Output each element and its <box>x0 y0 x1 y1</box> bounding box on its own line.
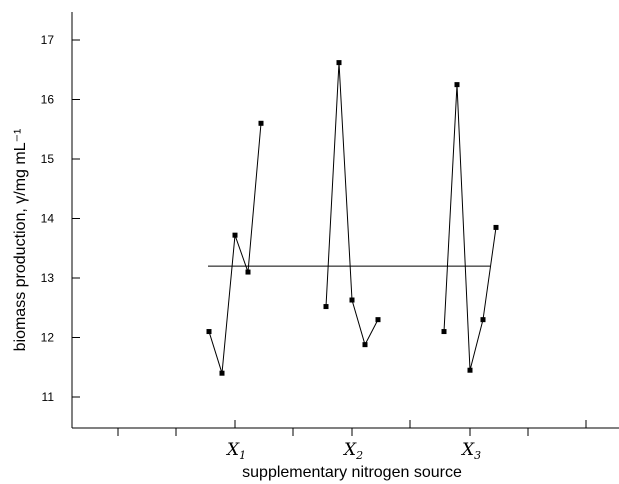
data-point-X3-2 <box>454 82 460 88</box>
data-point-X1-1 <box>206 329 212 335</box>
series-group <box>206 60 499 376</box>
data-point-X1-3 <box>232 232 238 238</box>
category-label-X3: X3 <box>460 440 481 462</box>
data-point-X2-5 <box>375 317 381 323</box>
data-point-X3-4 <box>480 317 486 323</box>
x-category-labels: X1 X2 X3 <box>225 440 481 462</box>
data-point-X2-1 <box>323 304 329 310</box>
category-label-X2: X2 <box>342 440 363 462</box>
y-axis-ticks: 11 12 13 14 15 16 17 <box>41 33 80 404</box>
y-tick-label-12: 12 <box>41 331 55 345</box>
y-tick-label-17: 17 <box>41 33 55 47</box>
x-axis-title: supplementary nitrogen source <box>242 464 462 481</box>
data-point-X3-3 <box>467 367 473 373</box>
data-point-X1-5 <box>258 120 264 126</box>
y-tick-label-16: 16 <box>41 93 55 107</box>
y-tick-label-11: 11 <box>42 390 55 404</box>
y-axis-title: biomass production, γ/mg mL⁻¹ <box>12 129 29 352</box>
data-point-X2-3 <box>349 297 355 303</box>
data-point-X3-1 <box>441 329 447 335</box>
x-axis-ticks <box>117 420 587 436</box>
data-point-X1-4 <box>245 269 251 275</box>
data-point-X2-4 <box>362 342 368 348</box>
y-tick-label-13: 13 <box>41 271 55 285</box>
series-line-X1 <box>208 123 262 374</box>
y-tick-label-15: 15 <box>41 152 55 166</box>
plot-area <box>71 12 619 429</box>
data-point-X2-2 <box>336 60 342 66</box>
data-point-X1-2 <box>219 370 225 376</box>
y-tick-label-14: 14 <box>41 212 55 226</box>
data-point-X3-5 <box>493 224 499 230</box>
category-label-X1: X1 <box>225 440 246 462</box>
series-line-X3 <box>443 84 497 371</box>
